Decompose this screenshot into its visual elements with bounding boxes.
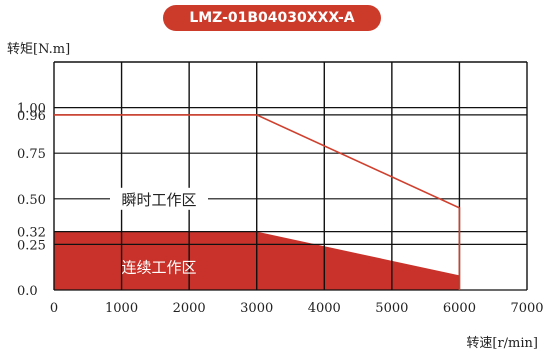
x-tick-label: 6000 — [443, 301, 476, 316]
x-tick-label: 2000 — [173, 301, 206, 316]
x-axis-label: 转速[r/min] — [466, 336, 538, 351]
peak-torque-line — [54, 114, 461, 290]
y-tick-label: 0.25 — [17, 238, 46, 253]
y-tick-label: 0.96 — [17, 109, 46, 124]
y-tick-label: 1.00 — [17, 102, 46, 117]
y-tick-label: 0.75 — [17, 147, 46, 162]
x-tick-label: 7000 — [510, 301, 543, 316]
x-tick-label: 4000 — [308, 301, 341, 316]
y-axis-label: 转矩[N.m] — [7, 42, 71, 57]
continuous-region-label: 连续工作区 — [121, 258, 196, 276]
x-tick-label: 1000 — [105, 301, 138, 316]
x-tick-label: 3000 — [240, 301, 273, 316]
peak-region-label-bg — [110, 187, 208, 210]
chart-title: LMZ-01B04030XXX-A — [163, 5, 381, 31]
x-tick-label: 0 — [50, 301, 58, 316]
y-tick-label: 0.50 — [17, 193, 46, 208]
peak-region-label: 瞬时工作区 — [121, 191, 196, 209]
x-tick-label: 5000 — [375, 301, 408, 316]
y-tick-label: 0.0 — [17, 284, 38, 299]
y-tick-label: 0.32 — [17, 226, 46, 241]
